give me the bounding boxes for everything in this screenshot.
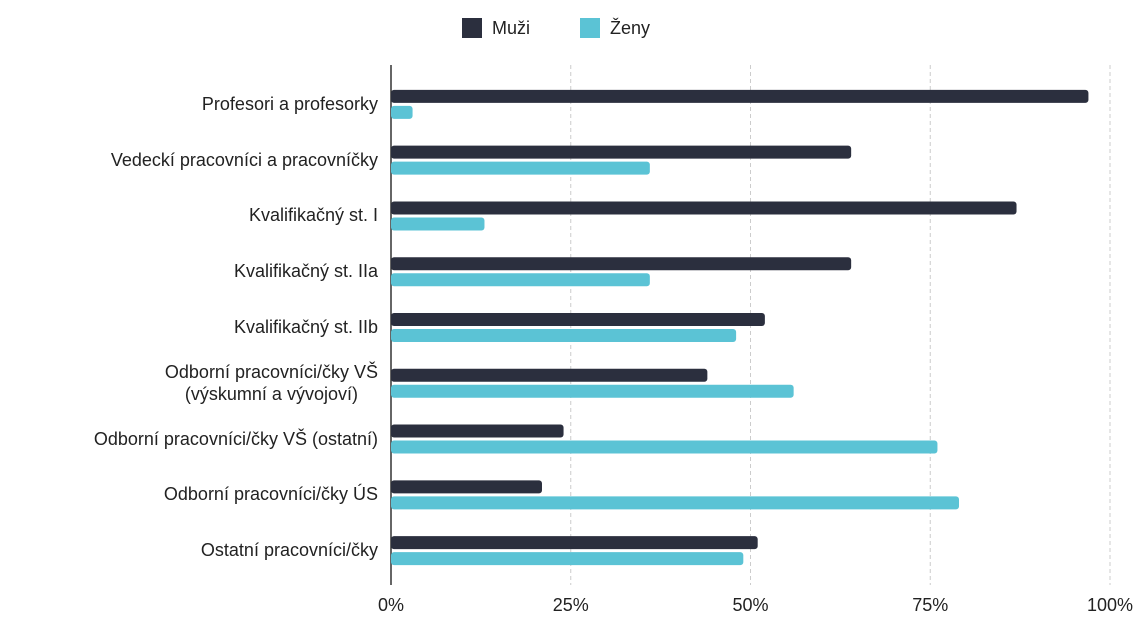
bar bbox=[391, 145, 852, 159]
legend-label: Muži bbox=[492, 18, 530, 38]
legend-label: Ženy bbox=[610, 18, 650, 38]
y-tick-label: Vedeckí pracovníci a pracovníčky bbox=[110, 149, 378, 170]
y-tick-label: Odborní pracovníci/čky VŠ (ostatní) bbox=[93, 428, 378, 449]
bar bbox=[391, 217, 485, 231]
bar bbox=[391, 201, 1017, 215]
y-tick-label: Kvalifikačný st. I bbox=[248, 205, 378, 226]
legend-swatch bbox=[462, 18, 482, 38]
y-tick-label: Odborní pracovníci/čky ÚS bbox=[163, 484, 378, 505]
bar bbox=[391, 161, 650, 175]
bar bbox=[391, 257, 852, 271]
y-tick-label: Profesori a profesorky bbox=[201, 93, 378, 114]
bar bbox=[391, 552, 744, 566]
y-tick-label: Ostatní pracovníci/čky bbox=[200, 540, 378, 561]
bar bbox=[391, 368, 708, 382]
x-tick-label: 50% bbox=[732, 595, 768, 615]
bar bbox=[391, 384, 794, 398]
x-tick-label: 25% bbox=[553, 595, 589, 615]
bar bbox=[391, 329, 737, 342]
bar bbox=[391, 496, 960, 510]
bar bbox=[391, 313, 765, 326]
x-tick-label: 100% bbox=[1087, 595, 1133, 615]
bar bbox=[391, 440, 938, 454]
legend-swatch bbox=[580, 18, 600, 38]
y-tick-label: Kvalifikačný st. IIb bbox=[233, 317, 378, 337]
bar bbox=[391, 273, 650, 287]
y-tick-label: Odborní pracovníci/čky VŠ (výskumní a vý… bbox=[164, 361, 378, 404]
bar bbox=[391, 105, 413, 119]
x-tick-label: 75% bbox=[912, 595, 948, 615]
bar bbox=[391, 424, 564, 438]
bar bbox=[391, 480, 542, 494]
y-tick-label: Kvalifikačný st. IIa bbox=[233, 261, 378, 282]
x-tick-label: 0% bbox=[378, 595, 404, 615]
bar bbox=[391, 536, 758, 550]
bar bbox=[391, 89, 1089, 103]
